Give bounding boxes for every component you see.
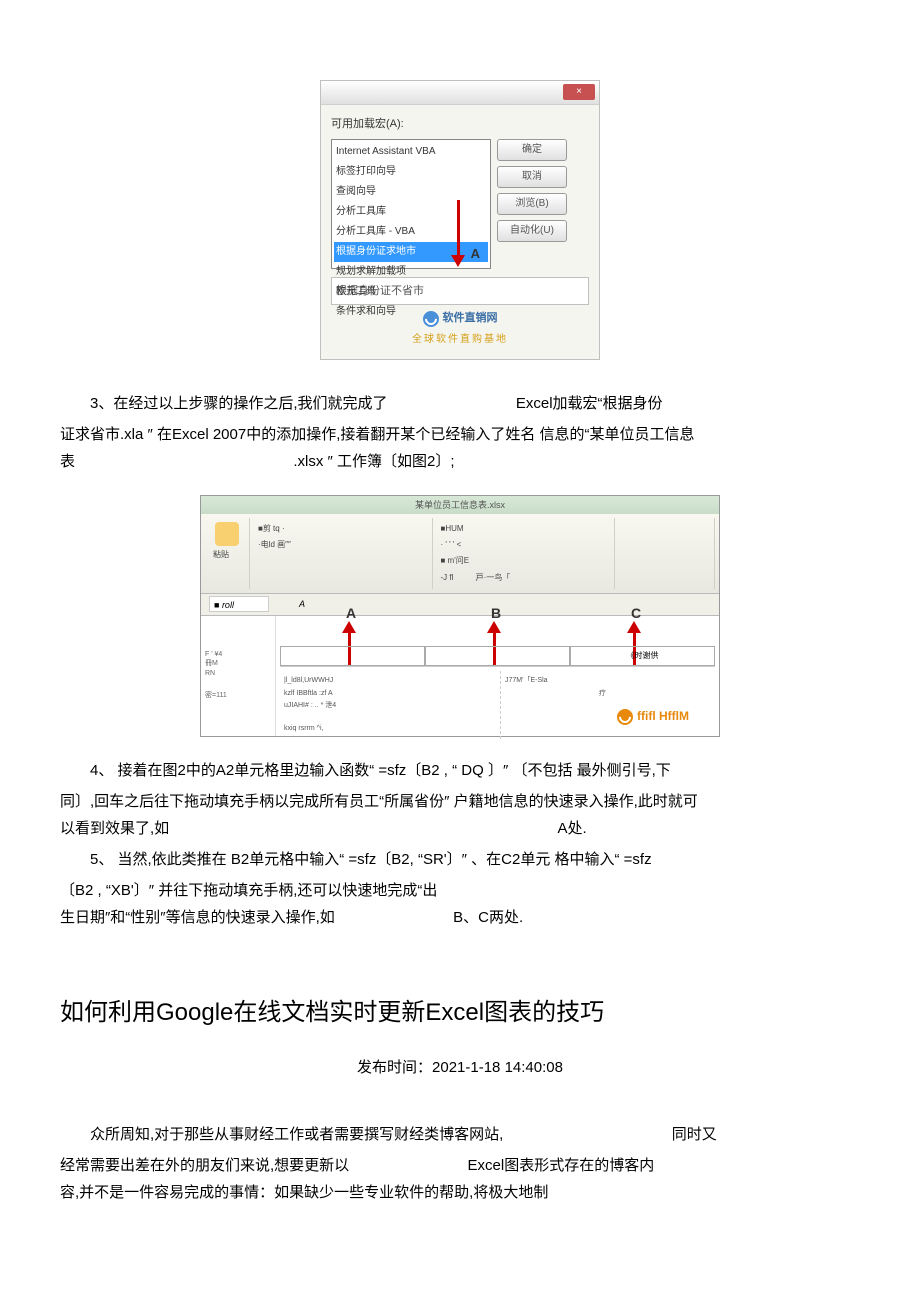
header-text: 《时谢供 [570,646,715,666]
cancel-button[interactable]: 取消 [497,166,567,188]
text: 以看到效果了,如 [60,820,169,837]
ribbon-text: ■剪 tq · [258,522,424,536]
publish-time: 发布时间：2021-1-18 14:40:08 [60,1054,860,1081]
text: A处. [558,820,587,837]
ribbon-text: 粘贴 [213,548,241,562]
list-item[interactable]: 欧元工具 [334,282,488,302]
dialog-label: 可用加载宏(A): [331,115,589,135]
cell-text: kxiq rsrrm ^i, [284,723,396,736]
cell-text: F ' ¥4 [205,650,271,660]
dialog-body: 可用加载宏(A): Internet Assistant VBA 标签打印向导 … [321,105,599,359]
sheet-logo: ffifl HfflM [617,706,689,728]
paragraph-4: 4、 接着在图2中的A2单元格里边输入函数“ =sfz〔B2 , “ DQ 〕″… [60,757,860,842]
logo-icon [617,709,633,725]
arrow-label-a: A [471,242,480,265]
cell-text: |l_ld8l,UrWWHJ [284,675,396,688]
close-icon[interactable]: × [563,84,595,100]
text: 生日期″和“性别″等信息的快速录入操作,如 [60,909,335,926]
text: 容,并不是一件容易完成的事情：如果缺少一些专业软件的帮助,将极大地制 [60,1179,860,1206]
text: .xlsx ″ 工作簿〔如图2〕; [293,453,454,470]
list-item[interactable]: 分析工具库 [334,202,488,222]
automation-button[interactable]: 自动化(U) [497,220,567,242]
text: 同时又 [672,1126,717,1143]
ok-button[interactable]: 确定 [497,139,567,161]
logo-text: ffifl HfflM [637,706,689,728]
list-item[interactable]: 标签打印向导 [334,162,488,182]
excel-titlebar: 某单位员工信息表.xlsx [201,496,719,514]
sheet-main: 《时谢供 |l_ld8l,UrWWHJ kzlf IBBftla :zf A u… [276,616,719,736]
text: 证求省市.xla ″ 在Excel 2007中的添加操作,接着翻开某个已经输入了… [60,421,860,448]
ribbon-text: 戸·一鸟「 [476,573,511,582]
ribbon-text: -J fl [441,573,454,582]
ribbon-text: · ' ' ' < [441,538,607,552]
article-title: 如何利用Google在线文档实时更新Excel图表的技巧 [60,991,860,1034]
excel-screenshot: 某单位员工信息表.xlsx 粘贴 ■剪 tq · ·电ld 画″″ ■HUM ·… [200,495,720,737]
addins-listbox[interactable]: Internet Assistant VBA 标签打印向导 查阅向导 分析工具库… [331,139,491,269]
excel-sheet: A B C F ' ¥4 冊M RN 密=111 《时谢供 |l_ld8l,Ur… [201,616,719,736]
paste-icon[interactable] [215,522,239,546]
text: Excel图表形式存在的博客内 [468,1157,655,1174]
ribbon-text: ■HUM [441,522,607,536]
paragraph-5: 5、 当然,依此类推在 B2单元格中输入“ =sfz〔B2, “SR'〕″ 、在… [60,846,860,931]
sheet-left-col: F ' ¥4 冊M RN 密=111 [201,616,276,736]
list-item[interactable]: 条件求和向导 [334,302,488,322]
cell-text: 冊M [205,659,271,669]
cell-text: J77M'「E-Sla [505,675,606,688]
text: 经常需要出差在外的朋友们来说,想要更新以 [60,1157,349,1174]
logo-footer: 全球软件直购基地 [331,331,589,349]
cell-text: 疗 [505,688,606,701]
browse-button[interactable]: 浏览(B) [497,193,567,215]
list-item[interactable]: 查阅向导 [334,182,488,202]
addins-dialog: × 可用加载宏(A): Internet Assistant VBA 标签打印向… [320,80,600,360]
text: 同〕,回车之后往下拖动填充手柄以完成所有员工“所属省份″ 户籍地信息的快速录入操… [60,788,860,815]
text: B、C两处. [453,909,523,926]
text: 4、 接着在图2中的A2单元格里边输入函数“ =sfz〔B2 , “ DQ 〕″… [60,757,860,784]
text: 3、在经过以上步骤的操作之后,我们就完成了 [90,395,388,412]
paragraph-intro: 众所周知,对于那些从事财经工作或者需要撰写财经类博客网站, 同时又 经常需要出差… [60,1121,860,1206]
cell-text: 密=111 [205,691,271,701]
name-box[interactable]: ■ roll [209,596,269,612]
ribbon-text: ·电ld 画″″ [258,538,424,552]
list-item[interactable]: Internet Assistant VBA [334,142,488,162]
text: Excel加载宏“根据身份 [516,395,663,412]
excel-ribbon: 粘贴 ■剪 tq · ·电ld 画″″ ■HUM · ' ' ' < ■ m'问… [201,514,719,594]
formula-text: A [299,596,305,612]
formula-bar: ■ roll A [201,594,719,616]
paragraph-3: 3、在经过以上步骤的操作之后,我们就完成了 Excel加载宏“根据身份 证求省市… [60,390,860,475]
cell-text: uJIAHI# : .. * 泄4 [284,700,396,713]
text: 众所周知,对于那些从事财经工作或者需要撰写财经类博客网站, [90,1126,503,1143]
cell-text: kzlf IBBftla :zf A [284,688,396,701]
list-item[interactable]: 分析工具库 - VBA [334,222,488,242]
cell-text: RN [205,669,271,679]
logo-icon [423,311,439,327]
dialog-button-group: 确定 取消 浏览(B) 自动化(U) [497,139,567,269]
dialog-titlebar: × [321,81,599,105]
ribbon-text: ■ m'问E [441,554,607,568]
text: 〔B2 , “XB'〕″ 并往下拖动填充手柄,还可以快速地完成“出 [60,877,860,904]
text: 5、 当然,依此类推在 B2单元格中输入“ =sfz〔B2, “SR'〕″ 、在… [60,846,860,873]
text: 表 [60,453,75,470]
